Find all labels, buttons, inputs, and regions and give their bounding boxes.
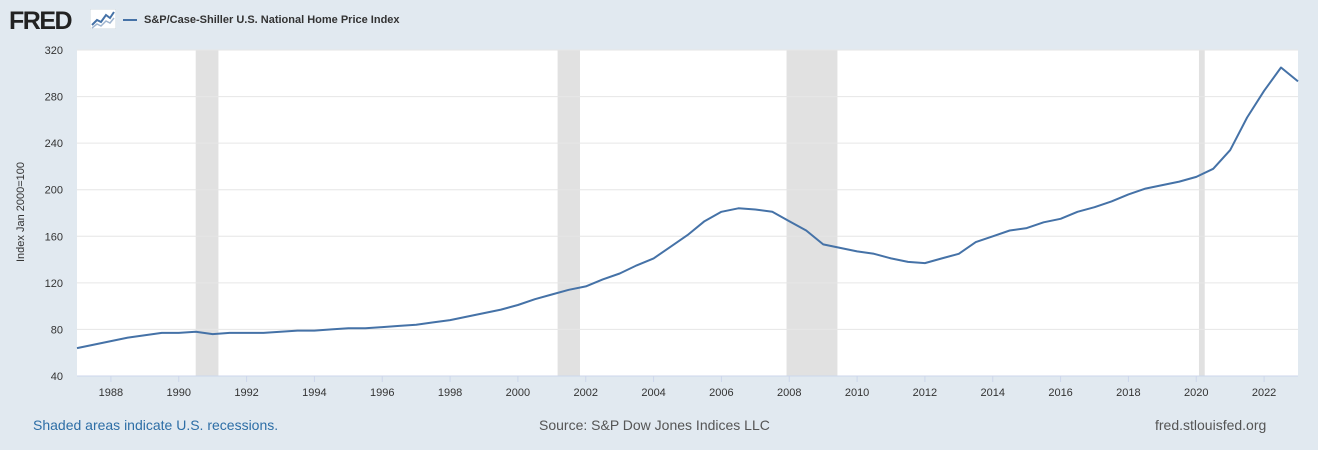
x-tick-label: 1996 [370,387,394,399]
x-tick-label: 1990 [167,387,191,399]
legend-label: S&P/Case-Shiller U.S. National Home Pric… [144,14,400,26]
recession-band [786,50,838,376]
recession-band [195,50,219,376]
y-tick-label: 80 [51,324,63,336]
site-link[interactable]: fred.stlouisfed.org [1155,417,1267,433]
x-tick-label: 1992 [234,387,258,399]
x-tick-label: 1994 [302,387,326,399]
series-line [76,66,1299,350]
x-tick-label: 2020 [1184,387,1208,399]
y-tick-label: 120 [45,278,63,290]
x-tick-label: 2006 [709,387,733,399]
x-tick-label: 1998 [438,387,462,399]
y-tick-label: 200 [45,185,63,197]
header: FRED S&P/Case-Shiller U.S. National Home… [0,0,1318,40]
y-tick-label: 40 [51,371,63,383]
legend-swatch [123,19,137,21]
chart-line-icon [90,9,116,29]
x-tick-label: 2012 [913,387,937,399]
x-tick-label: 2000 [506,387,530,399]
y-tick-label: 280 [45,92,63,104]
y-tick-label: 240 [45,138,63,150]
x-tick-label: 2016 [1048,387,1072,399]
x-tick-label: 2008 [777,387,801,399]
x-tick-label: 2014 [981,387,1005,399]
x-tick-label: 2022 [1252,387,1276,399]
y-axis-label: Index Jan 2000=100 [15,161,27,263]
line-chart: 40 80 120 160 200 240 280 320 1988 1990 1992 1994 1… [45,45,1299,399]
fred-logo[interactable]: FRED [9,7,73,35]
recession-note: Shaded areas indicate U.S. recessions. [33,417,279,433]
y-tick-label: 320 [45,45,63,57]
y-tick-label: 160 [45,231,63,243]
x-tick-label: 2010 [845,387,869,399]
x-tick-label: 2002 [574,387,598,399]
source-text: Source: S&P Dow Jones Indices LLC [539,417,770,433]
plot-area [77,50,1298,376]
recession-band [1198,50,1205,376]
recession-band [557,50,580,376]
x-tick-label: 1988 [99,387,123,399]
x-tick-label: 2004 [641,387,665,399]
x-tick-label: 2018 [1116,387,1140,399]
